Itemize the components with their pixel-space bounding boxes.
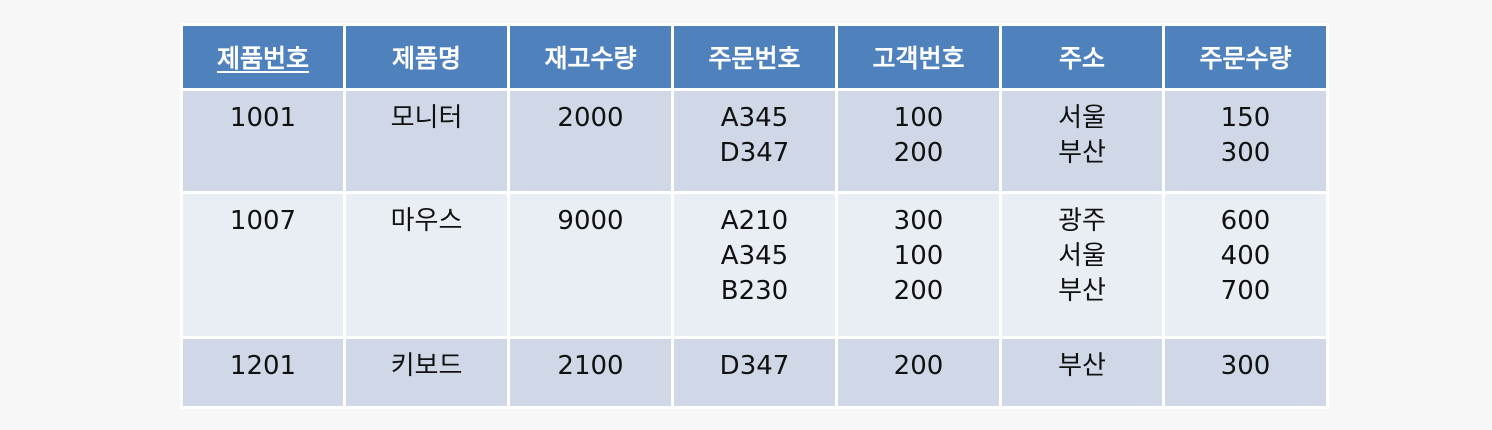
stock-value: 9000 [557,206,624,236]
cell-order-ids: A210 A345 B230 [671,191,838,339]
product-id-value: 1201 [229,351,297,381]
address-value: 부산 [1058,276,1106,306]
header-product-id: 제품번호 [180,23,346,91]
header-product-name: 제품명 [343,23,510,91]
product-id-value: 1001 [229,103,297,133]
customer-id-value: 100 [893,103,944,133]
address-value: 부산 [1058,138,1106,168]
cell-stock: 2100 [507,336,674,409]
cell-customer-ids: 300 100 200 [835,191,1002,339]
cell-product-id: 1201 [180,336,346,409]
order-id-value: D347 [719,351,790,381]
customer-id-value: 200 [893,351,944,381]
cell-addresses: 부산 [999,336,1165,409]
cell-addresses: 광주 서울 부산 [999,191,1165,339]
cell-order-qtys: 300 [1162,336,1329,409]
address-value: 부산 [1058,351,1106,381]
cell-customer-ids: 100 200 [835,88,1002,194]
product-name-value: 키보드 [390,351,463,381]
customer-id-value: 300 [893,206,944,236]
cell-stock: 9000 [507,191,674,339]
header-row: 제품번호 제품명 재고수량 주문번호 고객번호 주소 주문수량 [180,23,1329,91]
order-qty-value: 700 [1220,276,1271,306]
header-stock: 재고수량 [507,23,674,91]
order-id-value: A210 [720,206,789,236]
order-id-value: B230 [720,276,789,306]
cell-addresses: 서울 부산 [999,88,1165,194]
cell-order-ids: A345 D347 [671,88,838,194]
address-value: 서울 [1058,241,1106,271]
cell-order-qtys: 600 400 700 [1162,191,1329,339]
cell-product-id: 1001 [180,88,346,194]
order-id-value: A345 [720,103,789,133]
header-address: 주소 [999,23,1165,91]
table-row: 1001 모니터 2000 A345 D347 100 200 서울 부산 15… [180,88,1329,194]
order-qty-value: 300 [1220,351,1271,381]
order-qty-value: 600 [1220,206,1271,236]
cell-order-qtys: 150 300 [1162,88,1329,194]
cell-product-name: 모니터 [343,88,510,194]
cell-product-name: 키보드 [343,336,510,409]
cell-product-name: 마우스 [343,191,510,339]
product-id-value: 1007 [229,206,297,236]
cell-order-ids: D347 [671,336,838,409]
table-row: 1007 마우스 9000 A210 A345 B230 300 100 200… [180,191,1329,339]
table-row: 1201 키보드 2100 D347 200 부산 300 [180,336,1329,409]
order-qty-value: 150 [1220,103,1271,133]
cell-product-id: 1007 [180,191,346,339]
order-qty-value: 300 [1220,138,1271,168]
product-order-table: 제품번호 제품명 재고수량 주문번호 고객번호 주소 주문수량 1001 모니터… [180,23,1329,409]
product-name-value: 마우스 [390,206,463,236]
stock-value: 2000 [557,103,624,133]
customer-id-value: 100 [893,241,944,271]
address-value: 광주 [1058,206,1106,236]
customer-id-value: 200 [893,138,944,168]
order-qty-value: 400 [1220,241,1271,271]
order-id-value: D347 [719,138,790,168]
header-customer-id: 고객번호 [835,23,1002,91]
header-order-qty: 주문수량 [1162,23,1329,91]
stock-value: 2100 [557,351,624,381]
product-name-value: 모니터 [390,103,463,133]
customer-id-value: 200 [893,276,944,306]
header-product-id-label: 제품번호 [216,44,309,73]
header-order-id: 주문번호 [671,23,838,91]
address-value: 서울 [1058,103,1106,133]
cell-stock: 2000 [507,88,674,194]
order-id-value: A345 [720,241,789,271]
cell-customer-ids: 200 [835,336,1002,409]
